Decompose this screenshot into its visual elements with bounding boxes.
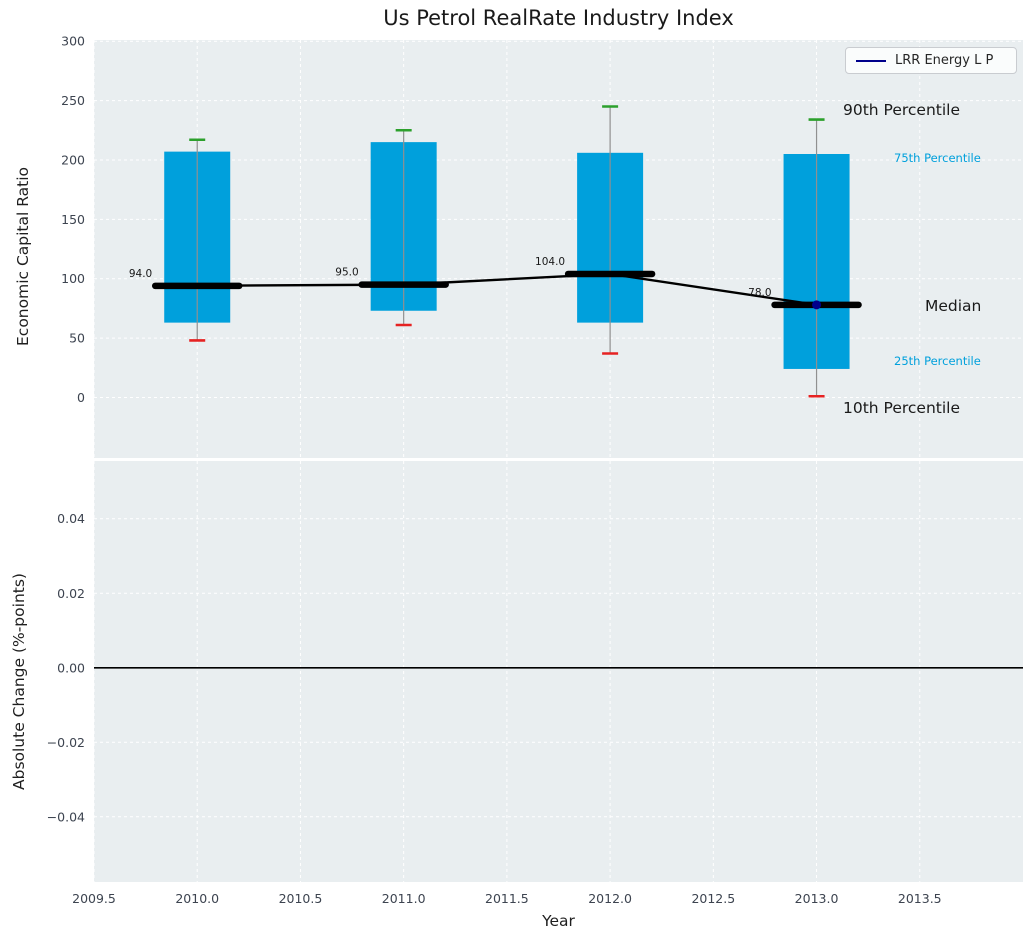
bottom-ytick-label: −0.04 <box>47 809 85 824</box>
median-value-label-2012: 104.0 <box>535 256 565 268</box>
xtick-label: 2010.0 <box>175 891 219 906</box>
xtick-label: 2010.5 <box>279 891 323 906</box>
top-ytick-label: 50 <box>69 331 85 346</box>
xtick-label: 2013.0 <box>795 891 839 906</box>
series-marker-dot <box>812 300 822 310</box>
bottom-ytick-label: 0.02 <box>57 586 85 601</box>
top-ytick-label: 250 <box>61 93 85 108</box>
top-ytick-label: 100 <box>61 271 85 286</box>
bottom-ytick-label: 0.04 <box>57 511 85 526</box>
xtick-label: 2012.0 <box>588 891 632 906</box>
median-value-label-2011: 95.0 <box>335 267 358 279</box>
annotation-10th-percentile: 10th Percentile <box>843 399 961 417</box>
top-ytick-label: 300 <box>61 34 85 49</box>
xlabel-year: Year <box>542 912 575 930</box>
bottom-ytick-label: 0.00 <box>57 660 85 675</box>
bottom-panel-background <box>94 461 1023 882</box>
xtick-label: 2009.5 <box>72 891 116 906</box>
xtick-label: 2013.5 <box>898 891 942 906</box>
ylabel-economic-capital-ratio: Economic Capital Ratio <box>14 166 32 346</box>
annotation-90th-percentile: 90th Percentile <box>843 101 961 119</box>
legend-label: LRR Energy L P <box>895 53 994 68</box>
top-ytick-label: 150 <box>61 212 85 227</box>
annotation-75th-percentile: 75th Percentile <box>894 151 981 165</box>
bottom-ytick-label: −0.02 <box>47 735 85 750</box>
xtick-label: 2012.5 <box>691 891 735 906</box>
top-ytick-label: 200 <box>61 152 85 167</box>
top-ytick-label: 0 <box>77 390 85 405</box>
xtick-label: 2011.0 <box>382 891 426 906</box>
legend-line-icon <box>856 59 886 62</box>
median-trend-line <box>197 272 817 306</box>
ylabel-absolute-change: Absolute Change (%-points) <box>10 573 28 790</box>
top-panel-background <box>94 40 1023 458</box>
median-value-label-2013: 78.0 <box>748 287 771 299</box>
median-value-label-2010: 94.0 <box>129 268 152 280</box>
annotation-25th-percentile: 25th Percentile <box>894 354 981 368</box>
xtick-label: 2011.5 <box>485 891 529 906</box>
chart-title: Us Petrol RealRate Industry Index <box>383 6 734 30</box>
legend-box: LRR Energy L P <box>845 47 1017 74</box>
annotation-median: Median <box>925 297 982 315</box>
